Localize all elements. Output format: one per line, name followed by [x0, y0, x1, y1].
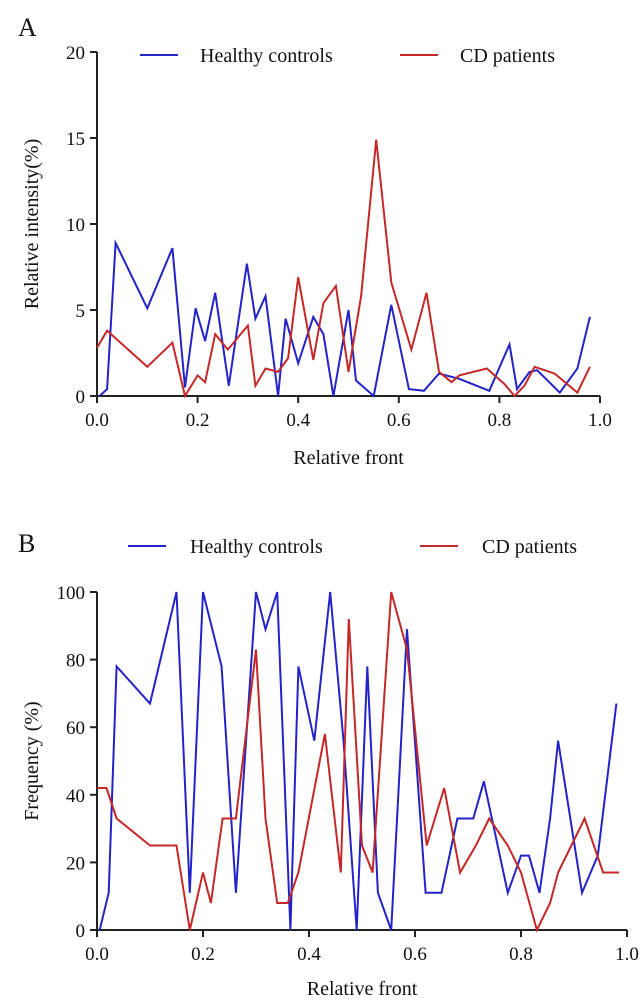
- y-tick-label: 10: [66, 215, 85, 236]
- x-tick-label: 0.4: [297, 944, 321, 965]
- y-axis-title: Frequency (%): [21, 701, 43, 820]
- chart-panel-b: B 0 20 40 60 80 100 0.0 0.2 0.4 0.6 0.8 1.0 Relative …: [18, 529, 639, 1000]
- x-tick-label: 0.0: [85, 410, 109, 431]
- x-tick-label: 1.0: [615, 944, 639, 965]
- series-line-healthy-controls: [98, 239, 591, 398]
- x-axis-title: Relative front: [307, 978, 418, 1000]
- panel-label: B: [18, 529, 35, 558]
- x-tick-label: 0.6: [387, 410, 411, 431]
- series-line-cd-patients: [96, 139, 591, 399]
- x-tick-label: 0.8: [488, 410, 512, 431]
- y-tick-label: 80: [66, 651, 85, 672]
- x-tick-label: 0.4: [286, 410, 310, 431]
- series-line-healthy-controls: [98, 591, 618, 931]
- y-axis-title: Relative intensity(%): [21, 139, 43, 310]
- x-tick-label: 0.6: [403, 944, 427, 965]
- y-tick-label: 100: [57, 583, 86, 604]
- y-tick-label: 15: [66, 129, 85, 150]
- y-tick-label: 20: [66, 853, 85, 874]
- x-tick-label: 0.8: [509, 944, 533, 965]
- x-tick-label: 0.0: [85, 944, 109, 965]
- y-tick-label: 5: [76, 301, 86, 322]
- legend-label-healthy-controls: Healthy controls: [190, 536, 323, 558]
- y-tick-label: 20: [66, 43, 85, 64]
- chart-panel-a: A 0 5 10 15 20 0.0 0.2 0.4 0.6 0.8 1.0 Relative fron…: [18, 13, 612, 469]
- series-line-cd-patients: [97, 591, 619, 933]
- legend-label-cd-patients: CD patients: [482, 536, 577, 558]
- legend-label-cd-patients: CD patients: [460, 45, 555, 67]
- x-axis-title: Relative front: [293, 447, 404, 469]
- x-tick-label: 0.2: [191, 944, 215, 965]
- panel-label: A: [18, 13, 37, 42]
- legend-label-healthy-controls: Healthy controls: [200, 45, 333, 67]
- y-tick-label: 0: [76, 387, 86, 408]
- y-tick-label: 0: [76, 921, 86, 942]
- y-tick-label: 60: [66, 718, 85, 739]
- x-tick-label: 0.2: [186, 410, 210, 431]
- y-tick-label: 40: [66, 786, 85, 807]
- x-tick-label: 1.0: [588, 410, 612, 431]
